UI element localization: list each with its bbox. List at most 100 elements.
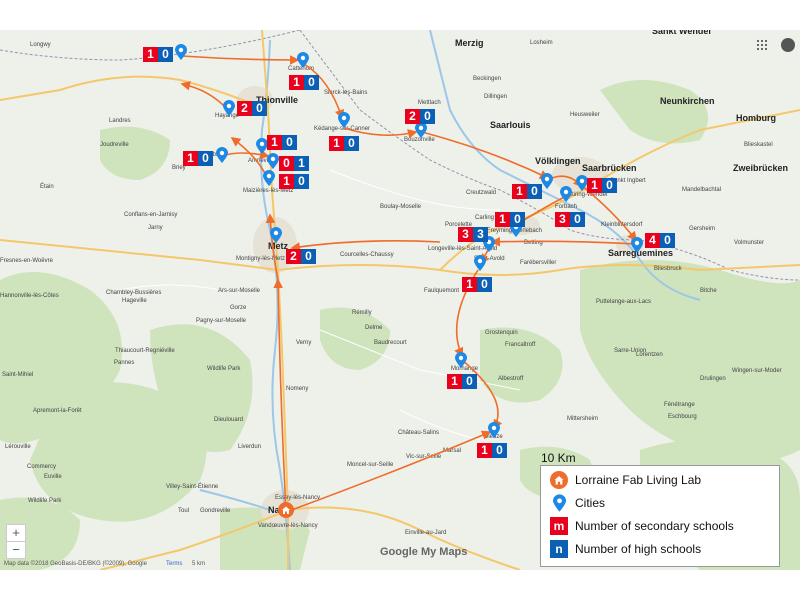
place-betting: Betting — [524, 240, 543, 246]
place-baudrecourt: Baudrecourt — [374, 340, 407, 346]
pin-icon[interactable] — [256, 138, 268, 154]
pin-icon[interactable] — [216, 147, 228, 163]
high-count: 0 — [570, 212, 585, 227]
secondary-count: 1 — [477, 443, 492, 458]
pin-icon[interactable] — [541, 173, 553, 189]
pin-icon[interactable] — [270, 227, 282, 243]
route-sarreguemines-saint-avold — [490, 236, 637, 247]
high-count: 0 — [492, 443, 507, 458]
attribution-bar: Map data ©2018 GeoBasis-DE/BKG (©2009), … — [0, 560, 800, 570]
zoom-out-button[interactable]: − — [6, 541, 26, 559]
legend-label: Number of secondary schools — [575, 519, 734, 533]
high-count: 0 — [304, 75, 319, 90]
route-cattenom-kedange — [303, 63, 345, 120]
route-layer — [180, 55, 637, 513]
secondary-count: 1 — [512, 184, 527, 199]
high-count: 0 — [602, 178, 617, 193]
pin-icon[interactable] — [488, 422, 500, 438]
attribution-text: Map data ©2018 GeoBasis-DE/BKG (©2009), … — [4, 561, 147, 567]
secondary-count: 3 — [458, 227, 473, 242]
place-farebersviller: Farébersviller — [520, 260, 557, 266]
place-francaltroff: Francaltroff — [505, 342, 536, 348]
secondary-count: 1 — [183, 151, 198, 166]
place-albestroff: Albestroff — [498, 376, 524, 382]
zoom-in-button[interactable]: + — [6, 524, 26, 542]
route-hayange-thionville — [180, 80, 229, 111]
place-toul: Toul — [178, 508, 190, 514]
pin-icon[interactable] — [338, 112, 350, 128]
place-hageville: Hageville — [122, 298, 147, 304]
place-verny: Verny — [296, 340, 312, 346]
secondary-count: 1 — [267, 135, 282, 150]
place-fresnes: Fresnes-en-Woëvre — [0, 258, 53, 264]
pin-icon[interactable] — [175, 44, 187, 60]
place-amneville: Amnéville — [248, 158, 275, 164]
place-saint-mihiel: Saint-Mihiel — [2, 372, 34, 378]
legend-item-secondary: m Number of secondary schools — [549, 517, 734, 535]
pin-icon[interactable] — [455, 352, 467, 368]
place-hayange: Hayange — [215, 113, 240, 119]
place-drulingen: Drulingen — [700, 376, 726, 382]
place-forbach: Forbach — [555, 204, 578, 210]
pin-icon[interactable] — [631, 237, 643, 253]
place-bitche: Bitche — [700, 288, 717, 294]
home-icon — [550, 471, 568, 489]
place-pagny: Pagny-sur-Moselle — [196, 318, 247, 324]
place-bliesbruck: Bliesbruck — [654, 266, 682, 272]
apps-grid-icon[interactable] — [757, 40, 767, 50]
secondary-count: 1 — [289, 75, 304, 90]
place-conflans: Conflans-en-Jarnisy — [124, 212, 178, 218]
high-count: 0 — [344, 136, 359, 151]
pin-icon[interactable] — [267, 153, 279, 169]
pin-icon[interactable] — [263, 170, 275, 186]
terms-link[interactable]: Terms — [166, 561, 183, 567]
high-count: 0 — [252, 101, 267, 116]
secondary-count: 1 — [329, 136, 344, 151]
route-nancy-dieuze — [285, 430, 492, 513]
high-count: 0 — [158, 47, 173, 62]
pin-icon[interactable] — [576, 175, 588, 191]
high-count: 0 — [294, 174, 309, 189]
place-jarny: Jarny — [148, 225, 163, 231]
account-avatar-icon[interactable] — [781, 38, 795, 52]
place-saarlouis: Saarlouis — [490, 120, 531, 130]
place-thionville: Thionville — [256, 95, 299, 105]
legend-item-high: n Number of high schools — [549, 540, 701, 558]
route-nancy-metz — [273, 278, 287, 513]
place-liverdun: Liverdun — [238, 444, 262, 450]
high-swatch: n — [550, 540, 568, 558]
high-count: 0 — [282, 135, 297, 150]
place-gorze: Gorze — [230, 305, 247, 311]
pin-icon[interactable] — [560, 186, 572, 202]
home-icon[interactable] — [278, 502, 294, 518]
legend-label: Number of high schools — [575, 542, 702, 556]
place-blieskastel: Blieskastel — [744, 142, 773, 148]
place-etain: Étain — [40, 184, 54, 190]
pin-icon[interactable] — [297, 52, 309, 68]
secondary-count: 2 — [405, 109, 420, 124]
place-pannes: Pannes — [114, 360, 135, 366]
pin-icon[interactable] — [474, 255, 486, 271]
place-thiaucourt: Thiaucourt-Regniéville — [115, 348, 175, 354]
secondary-count: 1 — [462, 277, 477, 292]
secondary-count: 1 — [495, 212, 510, 227]
pin-icon[interactable] — [415, 122, 427, 138]
secondary-count: 1 — [587, 178, 602, 193]
high-count: 0 — [660, 233, 675, 248]
route-longeville-metz — [290, 240, 441, 252]
place-morhange: Morhange — [451, 366, 479, 372]
place-longeville: Longeville-lès-Saint-Avold — [428, 246, 498, 252]
pin-icon[interactable] — [223, 100, 235, 116]
place-fenetrange: Fénétrange — [664, 402, 695, 408]
route-thionville-cattenom — [181, 55, 300, 65]
secondary-swatch: m — [550, 517, 568, 535]
